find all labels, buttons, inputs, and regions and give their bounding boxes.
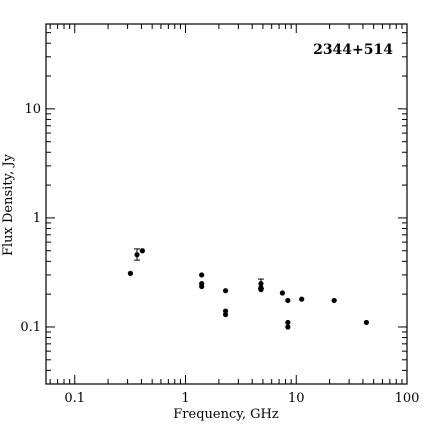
data-point [285,319,291,326]
data-point [127,270,133,276]
x-tick-label: 1 [181,391,189,406]
axis-ticks [46,23,408,385]
data-point [363,319,370,326]
data-point [331,297,337,304]
data-point [199,283,205,290]
data-point [139,248,145,254]
x-tick-label: 0.1 [64,391,85,406]
data-point [134,252,140,258]
x-axis-label: Frequency, GHz [173,407,279,422]
data-point [279,290,286,296]
data-point [222,288,229,294]
data-point [299,296,305,302]
y-tick-label: 0.1 [20,320,41,335]
tick-labels: 0.1 1 10 100 0.1 1 10 [20,102,419,406]
x-tick-label: 100 [395,391,420,406]
data-point [285,324,291,330]
data-point [258,287,264,293]
plot-frame [45,23,408,385]
data-point [222,311,229,318]
y-tick-label: 10 [24,102,41,117]
data-point [258,280,264,287]
data-point [285,297,291,304]
y-tick-label: 1 [33,211,41,226]
data-points [127,248,370,330]
source-annotation: 2344+514 [313,42,393,58]
data-point [199,272,205,278]
x-tick-label: 10 [288,391,305,406]
y-axis-label: Flux Density, Jy [1,153,16,256]
